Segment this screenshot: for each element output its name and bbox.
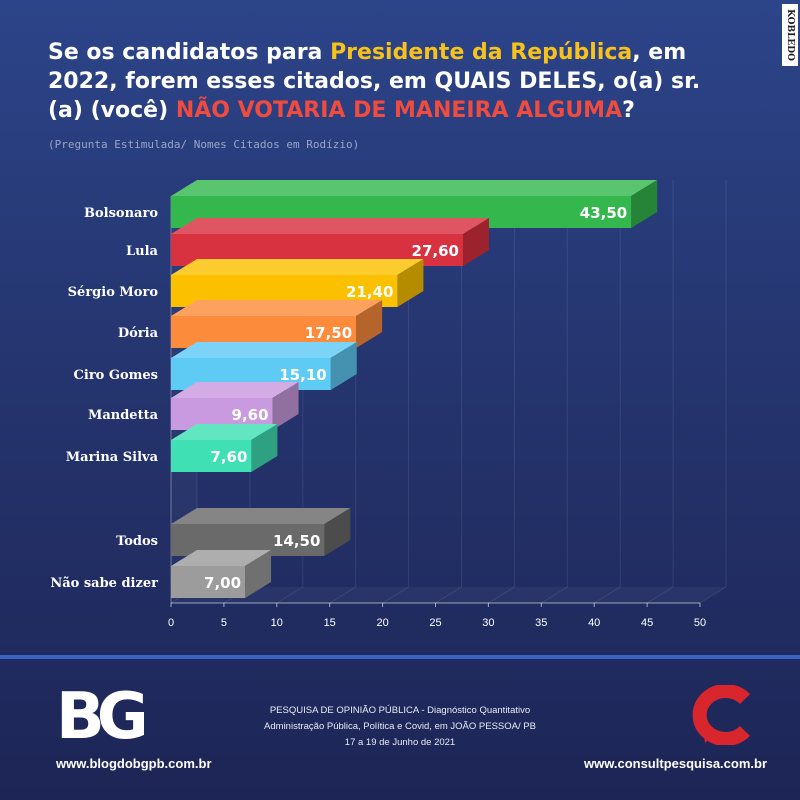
bar-top-face bbox=[171, 180, 658, 196]
gridline-floor bbox=[488, 586, 515, 604]
consult-website-link[interactable]: www.consultpesquisa.com.br bbox=[584, 756, 767, 771]
bg-logo-text: BG bbox=[56, 680, 144, 746]
data-label: 27,60 bbox=[412, 242, 459, 260]
x-tick-label: 45 bbox=[641, 617, 653, 629]
category-label: Marina Silva bbox=[66, 450, 159, 465]
blog-website-link[interactable]: www.blogdobgpb.com.br bbox=[56, 756, 212, 771]
gridline-floor bbox=[646, 586, 674, 604]
data-label: 7,00 bbox=[204, 574, 241, 592]
bar-top-face bbox=[171, 550, 272, 566]
category-label: Lula bbox=[126, 244, 159, 259]
gridline-floor bbox=[699, 586, 727, 604]
category-label: Bolsonaro bbox=[84, 206, 158, 221]
title-part-1: Se os candidatos para bbox=[48, 40, 331, 65]
bar-side-face bbox=[397, 259, 424, 307]
x-tick-label: 15 bbox=[324, 617, 336, 629]
gridline-floor bbox=[593, 586, 621, 604]
x-tick-label: 0 bbox=[168, 617, 174, 629]
bar-side-face bbox=[272, 382, 299, 430]
gridline-floor bbox=[329, 586, 356, 604]
title-highlight-would-not-vote: NÃO VOTARIA DE MANEIRA ALGUMA bbox=[175, 98, 623, 123]
category-label: Sérgio Moro bbox=[68, 285, 159, 300]
bg-logo-icon: BG bbox=[56, 680, 144, 746]
category-label: Mandetta bbox=[88, 408, 159, 423]
x-tick-label: 35 bbox=[535, 617, 547, 629]
data-label: 17,50 bbox=[305, 324, 352, 342]
survey-info-line-1: PESQUISA DE OPINIÃO PÚBLICA - Diagnóstic… bbox=[269, 705, 531, 716]
x-tick-label: 50 bbox=[694, 617, 706, 629]
bar bbox=[171, 566, 246, 598]
bar bbox=[171, 440, 252, 472]
x-tick-label: 40 bbox=[588, 617, 600, 629]
title-part-3: ? bbox=[622, 98, 635, 123]
survey-info: PESQUISA DE OPINIÃO PÚBLICA - Diagnóstic… bbox=[220, 703, 580, 751]
data-label: 7,60 bbox=[210, 448, 247, 466]
gridline-floor bbox=[435, 586, 462, 604]
bar-side-face bbox=[245, 550, 272, 598]
bar-top-face bbox=[171, 259, 424, 275]
consult-logo-icon bbox=[692, 685, 751, 745]
category-label: Ciro Gomes bbox=[74, 368, 158, 383]
gridline-floor bbox=[382, 586, 409, 604]
bar-side-face bbox=[463, 218, 490, 266]
bar-side-face bbox=[324, 508, 351, 556]
chart-title: Se os candidatos para Presidente da Repú… bbox=[48, 38, 728, 125]
title-part-2: , em 2022, forem esses citados, em QUAIS… bbox=[48, 40, 701, 123]
survey-info-line-3: 17 a 19 de Junho de 2021 bbox=[344, 737, 456, 748]
bar-side-face bbox=[330, 342, 357, 390]
category-label: Dória bbox=[118, 326, 159, 341]
bar-top-face bbox=[171, 300, 383, 316]
bar-top-face bbox=[171, 382, 299, 398]
data-label: 14,50 bbox=[273, 532, 320, 550]
x-tick-label: 25 bbox=[429, 617, 441, 629]
bar-top-face bbox=[171, 508, 351, 524]
category-label: Não sabe dizer bbox=[50, 576, 158, 591]
bar-top-face bbox=[171, 342, 357, 358]
data-label: 43,50 bbox=[580, 204, 627, 222]
title-highlight-president: Presidente da República bbox=[330, 40, 633, 65]
category-label: Todos bbox=[116, 534, 158, 549]
data-label: 15,10 bbox=[279, 366, 326, 384]
x-tick-label: 20 bbox=[376, 617, 388, 629]
x-tick-label: 5 bbox=[221, 617, 227, 629]
gridline-floor bbox=[541, 586, 568, 604]
gridline-floor bbox=[276, 586, 304, 604]
data-label: 9,60 bbox=[232, 406, 269, 424]
data-label: 21,40 bbox=[346, 283, 393, 301]
footer-divider bbox=[0, 655, 800, 659]
chart-subtitle: (Pregunta Estimulada/ Nomes Citados em R… bbox=[48, 138, 360, 151]
x-tick-label: 30 bbox=[482, 617, 494, 629]
bar-side-face bbox=[631, 180, 658, 228]
bar-top-face bbox=[171, 218, 490, 234]
bar-chart: 0 5 10 15 20 25 30 35 40 45 50 43,50 Bolsonaro 27,60 L… bbox=[50, 180, 727, 629]
bar-top-face bbox=[171, 424, 278, 440]
watermark-logo: KOBLEDO bbox=[782, 4, 798, 66]
bar-side-face bbox=[356, 300, 383, 348]
x-tick-label: 10 bbox=[271, 617, 283, 629]
chart-floor bbox=[171, 587, 726, 603]
bar-side-face bbox=[251, 424, 278, 472]
survey-info-line-2: Administração Pública, Política e Covid,… bbox=[264, 721, 536, 732]
